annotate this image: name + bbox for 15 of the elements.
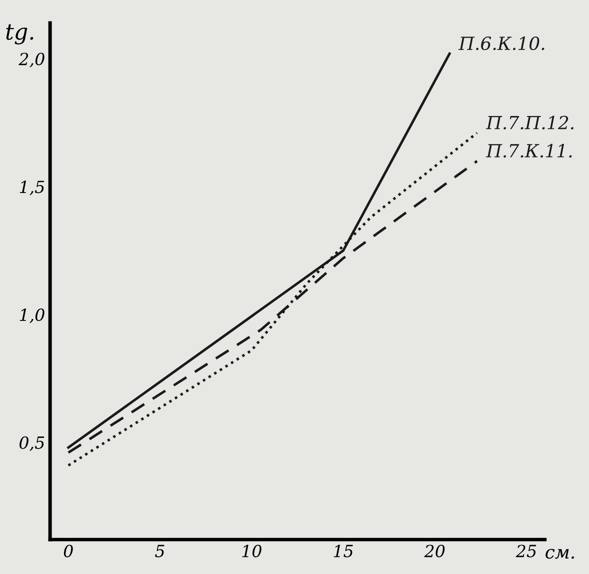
y-tick-label: 0,5 <box>20 436 44 451</box>
x-tick-label: 0 <box>64 544 73 558</box>
x-tick-label: 15 <box>334 544 353 558</box>
y-tick-label: 2,0 <box>18 52 44 68</box>
x-tick-label: 5 <box>155 544 164 558</box>
x-axis-title: см. <box>546 548 574 559</box>
series-label: П.7.П.12. <box>486 116 574 130</box>
x-tick-label: 10 <box>242 544 262 558</box>
x-tick-label: 20 <box>424 544 445 558</box>
y-axis-title: tg. <box>6 24 34 44</box>
y-tick-label: 1,5 <box>20 180 44 196</box>
y-tick-label: 1,0 <box>20 308 44 324</box>
series-label: П.6.К.10. <box>458 36 544 50</box>
x-tick-label: 25 <box>516 544 536 558</box>
series-label: П.7.К.11. <box>486 144 572 158</box>
